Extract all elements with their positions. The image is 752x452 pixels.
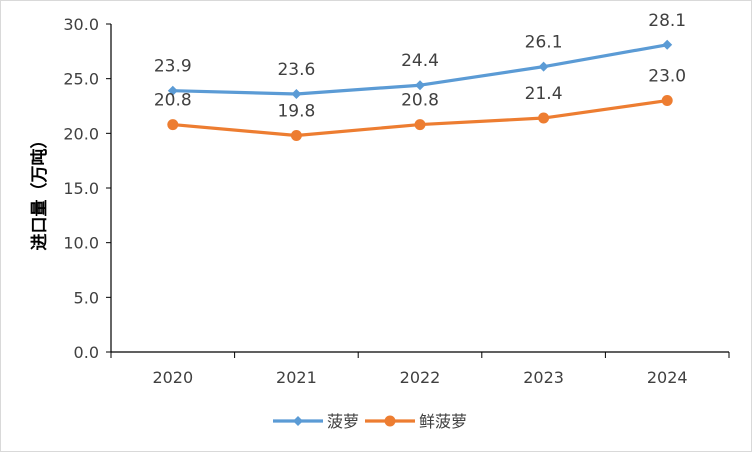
y-tick-label: 5.0 xyxy=(74,288,99,307)
y-tick-label: 30.0 xyxy=(63,15,99,34)
data-label: 23.0 xyxy=(648,67,686,87)
y-tick-label: 10.0 xyxy=(63,234,99,253)
y-tick-label: 20.0 xyxy=(63,124,99,143)
legend-label: 菠萝 xyxy=(327,412,359,431)
legend-marker xyxy=(293,416,303,426)
data-point-diamond xyxy=(415,80,425,91)
legend: 菠萝 鲜菠萝 xyxy=(273,412,467,431)
data-label: 20.8 xyxy=(401,91,439,111)
data-point-circle xyxy=(538,112,550,124)
data-point-diamond xyxy=(167,85,178,96)
x-tick-label: 2023 xyxy=(523,368,564,387)
data-point-circle xyxy=(167,119,179,131)
data-point-circle xyxy=(290,130,302,142)
data-label: 19.8 xyxy=(277,102,315,122)
y-tick-label: 15.0 xyxy=(63,179,99,198)
data-point-circle xyxy=(661,95,673,107)
y-tick-label: 0.0 xyxy=(74,343,99,362)
y-axis-title: 进口量（万吨） xyxy=(29,132,50,251)
data-label: 26.1 xyxy=(525,33,563,53)
data-point-diamond xyxy=(538,61,549,72)
series-group xyxy=(167,39,673,142)
x-tick-label: 2022 xyxy=(400,368,441,387)
y-axis-ticks: 0.0 5.0 10.0 15.0 20.0 25.0 30.0 xyxy=(63,15,111,362)
x-tick-label: 2020 xyxy=(152,368,193,387)
data-point-circle xyxy=(414,119,426,131)
data-labels: 23.9 23.6 24.4 26.1 28.1 20.8 19.8 20.8 21.4 23.0 xyxy=(154,11,686,122)
data-point-diamond xyxy=(662,39,673,50)
data-label: 23.6 xyxy=(277,60,315,80)
y-tick-label: 25.0 xyxy=(63,70,99,89)
legend-marker xyxy=(384,415,396,427)
data-label: 21.4 xyxy=(525,84,563,104)
x-tick-label: 2024 xyxy=(647,368,688,387)
data-label: 24.4 xyxy=(401,51,439,71)
x-axis-ticks: 2020 2021 2022 2023 2024 xyxy=(110,352,730,387)
x-tick-label: 2021 xyxy=(276,368,317,387)
axes xyxy=(110,24,729,353)
data-point-diamond xyxy=(291,88,302,99)
data-label: 20.8 xyxy=(154,91,192,111)
data-label: 23.9 xyxy=(154,57,192,77)
legend-label: 鲜菠萝 xyxy=(419,412,467,431)
data-label: 28.1 xyxy=(648,11,686,31)
